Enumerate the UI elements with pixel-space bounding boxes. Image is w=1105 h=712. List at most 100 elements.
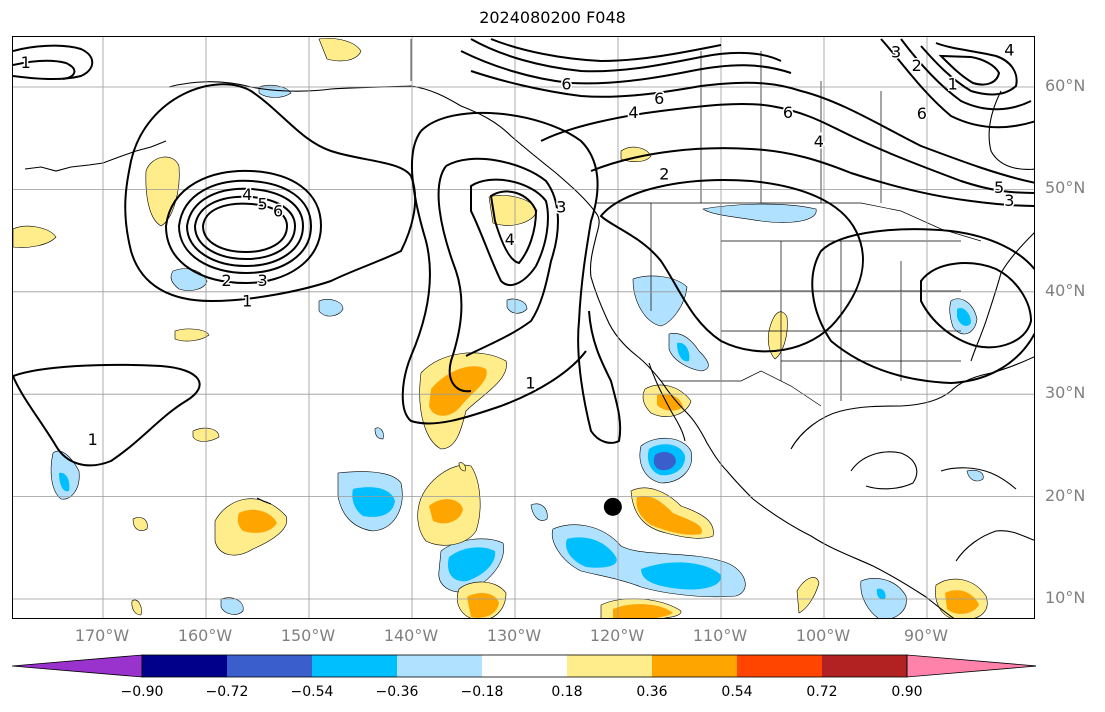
lat-label: 60°N bbox=[1045, 76, 1086, 95]
shade-region bbox=[352, 487, 395, 517]
coastline-cuba bbox=[940, 467, 1017, 490]
colorbar-outline bbox=[141, 654, 908, 678]
contour-line bbox=[470, 70, 1034, 184]
coastline-yucatan bbox=[850, 451, 918, 490]
contour-label: 3 bbox=[1004, 191, 1014, 210]
shade-region bbox=[13, 225, 57, 248]
contour-label: 2 bbox=[659, 165, 669, 184]
lon-label: 170°W bbox=[74, 626, 130, 645]
contour-label: 6 bbox=[273, 201, 283, 220]
shade-region bbox=[945, 590, 979, 614]
contour-line bbox=[490, 38, 722, 63]
contour-line bbox=[185, 187, 305, 268]
shade-region bbox=[530, 503, 548, 521]
contour-line bbox=[599, 179, 864, 353]
contour-line bbox=[445, 157, 559, 357]
colorbar-segment bbox=[482, 655, 567, 677]
colorbar-tick-label: −0.36 bbox=[375, 684, 419, 700]
contour-line bbox=[900, 38, 1032, 111]
colorbar-tick-label: −0.54 bbox=[290, 684, 334, 700]
negative-anomaly-shading bbox=[50, 84, 984, 618]
shade-region bbox=[767, 311, 788, 360]
coastline-alaska-canada bbox=[168, 81, 600, 234]
province-lines bbox=[700, 51, 882, 203]
colorbar-tick-label: 0.36 bbox=[636, 684, 668, 700]
gridlines bbox=[13, 37, 1034, 618]
contour-label: 1 bbox=[88, 430, 98, 449]
map-title: 2024080200 F048 bbox=[479, 8, 626, 27]
shade-region bbox=[131, 599, 142, 616]
contour-line bbox=[13, 363, 201, 467]
contour-line bbox=[401, 130, 587, 425]
shade-region bbox=[170, 268, 208, 291]
coastline-east bbox=[970, 232, 1034, 362]
shade-region bbox=[174, 328, 210, 342]
colorbar-segment bbox=[737, 655, 822, 677]
contour-label: 4 bbox=[505, 230, 515, 249]
lat-label: 50°N bbox=[1045, 178, 1086, 198]
shade-region bbox=[677, 342, 690, 362]
shade-region bbox=[796, 577, 820, 614]
colorbar-tick-label: −0.72 bbox=[205, 684, 249, 700]
lon-label: 130°W bbox=[486, 626, 542, 645]
contour-line bbox=[13, 44, 94, 81]
coastline-aleutians bbox=[24, 140, 167, 172]
contour-label: 6 bbox=[917, 104, 927, 123]
lat-label: 10°N bbox=[1045, 588, 1086, 607]
contour-line bbox=[164, 169, 323, 285]
contour-label: 4 bbox=[628, 103, 638, 122]
shade-region bbox=[458, 462, 466, 472]
shade-region bbox=[966, 469, 984, 482]
contour-line bbox=[177, 179, 313, 275]
contour-line bbox=[193, 195, 297, 261]
colorbar-tick-label: 0.18 bbox=[551, 684, 583, 700]
contour-label: 3 bbox=[258, 271, 268, 290]
colorbar-tick-label: 0.90 bbox=[891, 684, 923, 700]
lon-label: 150°W bbox=[280, 626, 336, 645]
state-lines bbox=[650, 203, 961, 401]
contour-line bbox=[437, 165, 472, 393]
contour-line bbox=[470, 178, 549, 286]
coastline-central-america bbox=[955, 530, 1034, 562]
colorbar-segment bbox=[567, 655, 652, 677]
contour-label: 4 bbox=[1004, 41, 1014, 60]
shade-region bbox=[258, 84, 292, 98]
border-us-mexico bbox=[661, 370, 822, 407]
map-canvas[interactable]: 3145623114316462643563214 bbox=[13, 37, 1035, 619]
contour-label: 1 bbox=[21, 53, 31, 72]
contour-label: 3 bbox=[891, 43, 901, 62]
contour-label: 3 bbox=[556, 197, 566, 216]
coastline-mexico bbox=[752, 498, 955, 618]
shade-region bbox=[145, 156, 180, 227]
shade-region bbox=[318, 299, 344, 317]
contour-label: 5 bbox=[258, 194, 268, 213]
colorbar-segment bbox=[652, 655, 737, 677]
lat-label: 30°N bbox=[1045, 383, 1086, 403]
coastline-baja bbox=[648, 362, 686, 442]
lon-label: 120°W bbox=[589, 626, 645, 645]
contour-label: 6 bbox=[783, 103, 793, 122]
contour-line bbox=[201, 202, 289, 254]
colorbar-segment bbox=[227, 655, 312, 677]
lon-label: 160°W bbox=[177, 626, 233, 645]
map-panel[interactable]: 3145623114316462643563214 bbox=[12, 36, 1035, 619]
contour-label: 2 bbox=[222, 271, 232, 290]
shade-region bbox=[876, 588, 886, 600]
shade-region bbox=[565, 537, 617, 568]
shade-region bbox=[318, 38, 362, 62]
colorbar-segment bbox=[822, 655, 907, 677]
shade-region bbox=[447, 547, 496, 582]
lat-label: 20°N bbox=[1045, 485, 1086, 505]
contour-label: 1 bbox=[242, 292, 252, 311]
shade-region bbox=[220, 597, 244, 615]
colorbar-segment bbox=[312, 655, 397, 677]
shade-region bbox=[506, 298, 528, 314]
colorbar-extend-high bbox=[906, 654, 1036, 678]
storm-position-marker[interactable] bbox=[603, 497, 622, 516]
contour-line bbox=[460, 50, 792, 85]
shade-region bbox=[613, 604, 673, 618]
contour-line bbox=[420, 111, 622, 444]
shade-region bbox=[657, 393, 683, 411]
contour-line bbox=[540, 102, 1034, 194]
contour-line bbox=[938, 54, 1001, 86]
